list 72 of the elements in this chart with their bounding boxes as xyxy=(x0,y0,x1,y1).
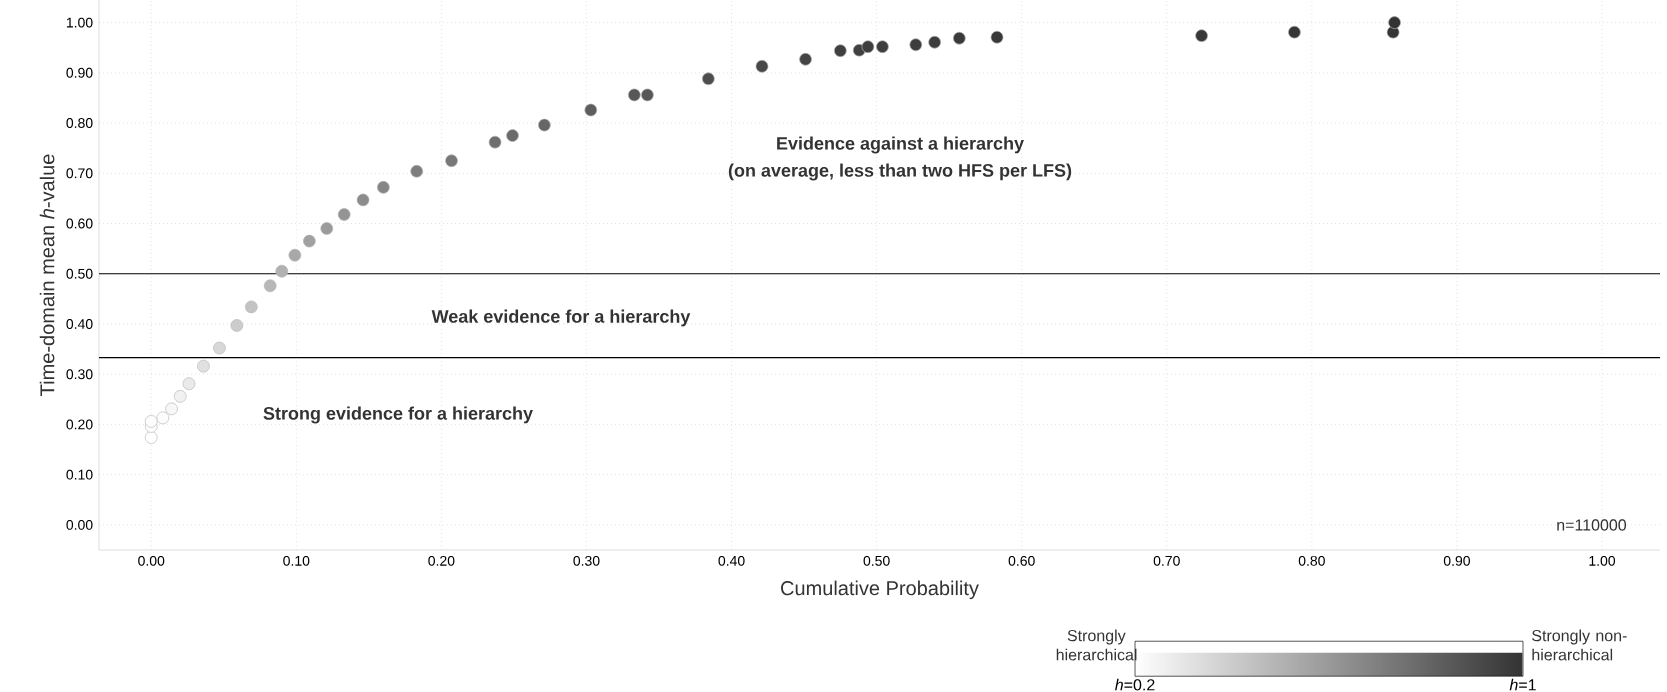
x-tick-label: 0.80 xyxy=(1298,555,1325,566)
x-tick-label: 1.00 xyxy=(1589,555,1616,566)
point xyxy=(230,319,244,332)
point xyxy=(182,377,196,391)
y-tick-label: 0.00 xyxy=(66,519,93,530)
point xyxy=(1195,29,1208,42)
y-tick-label: 0.60 xyxy=(66,218,93,229)
y-tick-label: 0.80 xyxy=(66,118,93,129)
y-tick-label: 1.00 xyxy=(66,17,93,28)
point xyxy=(488,135,502,149)
point xyxy=(263,279,277,293)
x-tick-label: 0.20 xyxy=(428,555,455,566)
point xyxy=(213,341,226,355)
point xyxy=(952,31,966,45)
text: Strongly non-hierarchical xyxy=(1532,629,1627,661)
point xyxy=(701,72,715,86)
annotation: Strong evidence for a hierarchy xyxy=(263,406,533,424)
y-tick-label: 0.70 xyxy=(66,168,93,179)
point xyxy=(320,222,334,235)
x-tick-label: 0.90 xyxy=(1443,555,1470,566)
point xyxy=(303,234,316,248)
y-tick-label: 0.10 xyxy=(66,469,93,480)
point xyxy=(197,359,210,373)
point xyxy=(799,52,812,66)
x-tick-label: 0.50 xyxy=(863,555,890,566)
point xyxy=(144,415,158,428)
point xyxy=(627,88,641,102)
x-tick-label: 0.00 xyxy=(138,555,165,566)
annotation: n=110000 xyxy=(1557,519,1627,531)
point xyxy=(337,208,351,221)
point xyxy=(245,300,258,314)
text: Strongly hierarchical xyxy=(1056,629,1137,661)
point xyxy=(641,88,654,102)
annotation: Weak evidence for a hierarchy xyxy=(431,309,691,327)
point xyxy=(834,44,847,58)
color-bar-label: h=0.2 xyxy=(1115,678,1155,691)
point xyxy=(156,411,170,425)
point xyxy=(755,59,769,73)
point xyxy=(377,181,390,194)
y-tick-label: 0.90 xyxy=(66,67,93,78)
x-tick-label: 0.30 xyxy=(573,555,600,566)
point xyxy=(275,264,289,278)
point xyxy=(928,35,941,49)
y-tick-label: 0.50 xyxy=(66,268,93,279)
point xyxy=(173,389,187,403)
point xyxy=(1388,16,1401,29)
x-tick-label: 0.10 xyxy=(283,555,310,566)
point xyxy=(356,193,370,207)
point xyxy=(445,154,458,168)
x-tick-label: 0.60 xyxy=(1008,555,1035,566)
x-tick-label: 0.70 xyxy=(1153,555,1180,566)
point xyxy=(288,248,302,262)
point xyxy=(909,38,923,52)
point xyxy=(584,103,598,117)
x-tick-label: 0.40 xyxy=(718,555,745,566)
point xyxy=(1288,25,1301,39)
point xyxy=(990,30,1004,44)
y-axis-title: Time-domain mean h-value xyxy=(39,154,55,396)
y-tick-label: 0.40 xyxy=(66,319,93,329)
point xyxy=(410,164,424,178)
point xyxy=(165,402,178,416)
point xyxy=(506,129,519,142)
point xyxy=(861,40,875,54)
y-tick-label: 0.30 xyxy=(66,369,93,380)
annotation: Evidence against a hierarchy xyxy=(777,136,1024,154)
annotation: (on average, less than two HFS per LFS) xyxy=(728,163,1072,181)
color-bar-label: h=1 xyxy=(1509,678,1536,691)
point xyxy=(144,431,158,444)
x-axis-title: Cumulative Probability xyxy=(781,580,979,600)
point xyxy=(876,40,889,54)
y-tick-label: 0.20 xyxy=(66,419,93,430)
point xyxy=(538,118,551,132)
